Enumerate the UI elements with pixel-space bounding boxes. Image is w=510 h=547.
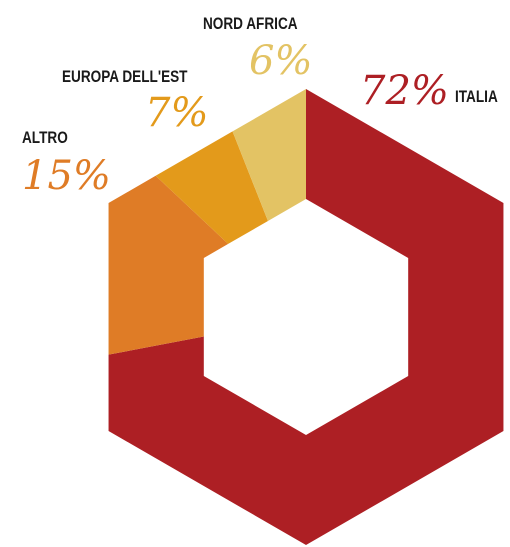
slice-value-europa-est: 7% [145, 90, 208, 136]
slice-europa-dell-est [155, 131, 268, 244]
slice-value-italia: 72% [360, 68, 449, 114]
slice-value-altro: 15% [22, 153, 111, 199]
chart-slices [108, 89, 504, 545]
slice-label-altro: ALTRO [22, 129, 68, 148]
slice-italia [108, 89, 504, 545]
slice-nord-africa [232, 89, 306, 221]
slice-label-europa-est: EUROPA DELL'EST [62, 68, 188, 87]
slice-label-nord-africa: NORD AFRICA [203, 15, 298, 34]
slice-altro [108, 175, 229, 355]
slice-label-italia: ITALIA [455, 88, 498, 107]
slice-value-nord-africa: 6% [249, 38, 312, 84]
